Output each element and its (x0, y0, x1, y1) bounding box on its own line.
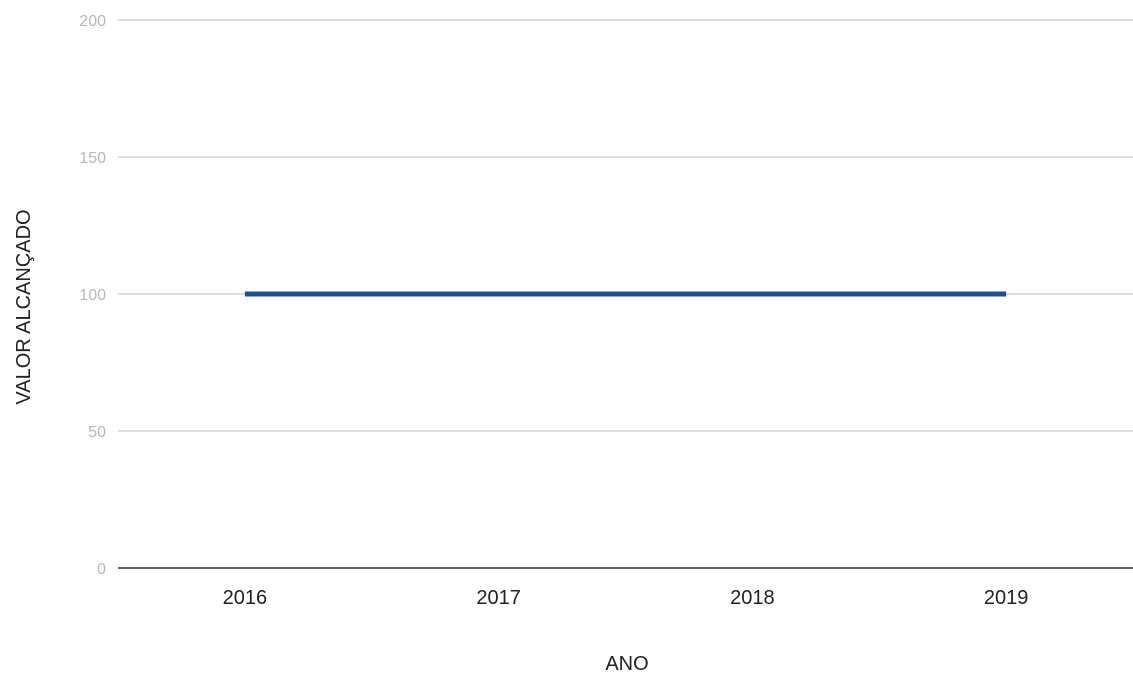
x-tick-label: 2018 (730, 587, 775, 609)
x-axis-title: ANO (605, 653, 648, 675)
x-tick-label: 2017 (476, 587, 521, 609)
y-tick-label: 100 (79, 287, 106, 304)
y-tick-label: 50 (88, 424, 106, 441)
x-tick-label: 2016 (223, 587, 268, 609)
y-axis-ticks: 0 50 100 150 200 (79, 13, 106, 578)
y-tick-label: 0 (97, 561, 106, 578)
x-axis-ticks: 2016 2017 2018 2019 (223, 587, 1029, 609)
y-axis-title: VALOR ALCANÇADO (13, 209, 35, 404)
x-tick-label: 2019 (984, 587, 1029, 609)
y-tick-label: 200 (79, 13, 106, 30)
y-tick-label: 150 (79, 150, 106, 167)
